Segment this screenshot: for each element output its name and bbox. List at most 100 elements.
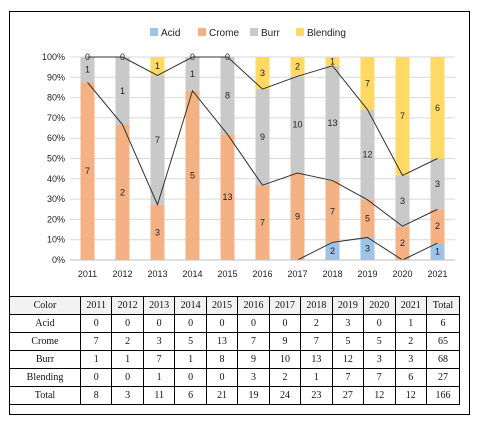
bar-burr-2020: [395, 175, 410, 227]
data-label-crome-2015: 13: [222, 192, 232, 202]
bar-crome-2016: [255, 185, 270, 260]
table-header-cell: 2018: [300, 296, 333, 315]
table-cell: 7: [331, 368, 365, 387]
data-label-acid-2019: 3: [365, 244, 370, 254]
x-tick-label: 2014: [182, 269, 202, 279]
table-row: Crome 7 2 3 5 13 7 9 7 5 5 2 65: [9, 332, 460, 351]
table-cell: 12: [331, 350, 365, 369]
bar-crome-2012: [115, 124, 130, 261]
table-cell: 0: [79, 314, 113, 333]
table-cell: 21: [205, 386, 239, 405]
x-tick-label: 2013: [147, 269, 167, 279]
table-cell: 6: [426, 314, 460, 333]
x-tick-label: 2020: [392, 269, 412, 279]
table-header-cell: 2011: [79, 296, 113, 315]
table-cell: 0: [174, 368, 207, 387]
bar-blending-2019: [360, 57, 375, 110]
table-cell: 19: [237, 386, 270, 405]
bar-crome-2021: [430, 209, 445, 244]
data-label-crome-2019: 5: [365, 214, 370, 224]
table-header-cell: 2021: [394, 296, 428, 315]
data-label-burr-2014: 1: [190, 69, 195, 79]
table-cell: 3: [142, 332, 176, 351]
y-tick-label: 60%: [47, 133, 65, 143]
bar-burr-2013: [150, 75, 165, 205]
bar-crome-2017: [290, 173, 305, 260]
y-tick-label: 100%: [42, 52, 65, 62]
x-tick-label: 2019: [357, 269, 377, 279]
table-row: Burr 1 1 7 1 8 9 10 13 12 3 3 68: [9, 350, 460, 369]
bar-burr-2019: [360, 109, 375, 200]
bar-blending-2018: [325, 57, 340, 66]
table-cell: 2: [268, 368, 302, 387]
table-cell: 12: [363, 386, 396, 405]
table-header-cell: Total: [426, 296, 460, 315]
bar-blending-2021: [430, 57, 445, 159]
table-cell: 166: [426, 386, 460, 405]
data-label-burr-2015: 8: [225, 91, 230, 101]
y-tick-label: 90%: [47, 72, 65, 82]
table-cell: 27: [426, 368, 460, 387]
table-header-cell: Color: [9, 296, 81, 315]
data-label-burr-2016: 9: [260, 132, 265, 142]
legend-label-crome: Crome: [209, 28, 239, 39]
table-header-row: Color 2011 2012 2013 2014 2015 2016 2017 2018 201…: [9, 296, 460, 315]
table-cell: 3: [394, 350, 428, 369]
table-cell: 6: [174, 386, 207, 405]
bar-blending-2020: [395, 57, 410, 176]
bar-crome-2020: [395, 226, 410, 260]
table-cell: 0: [363, 314, 396, 333]
data-label-blending-2016: 3: [260, 68, 265, 78]
table-header-cell: 2016: [237, 296, 270, 315]
bar-burr-2018: [325, 65, 340, 181]
table-cell: 7: [237, 332, 270, 351]
data-label-burr-2012: 1: [120, 86, 125, 96]
data-label-burr-2021: 3: [435, 179, 440, 189]
bar-blending-2016: [255, 57, 270, 90]
y-tick-label: 0%: [52, 255, 65, 265]
table-row: Acid 0 0 0 0 0 0 0 2 3 0 1 6: [9, 314, 460, 333]
table-cell: 2: [111, 332, 144, 351]
data-label-blending-2013: 1: [155, 61, 160, 71]
x-tick-label: 2021: [427, 269, 447, 279]
data-label-crome-2014: 5: [190, 170, 195, 180]
bar-crome-2014: [185, 90, 200, 260]
table-cell: 65: [426, 332, 460, 351]
table-cell: 13: [300, 350, 333, 369]
x-tick-label: 2017: [287, 269, 307, 279]
legend-swatch-crome: [198, 28, 206, 36]
table-cell: 9: [237, 350, 270, 369]
data-label-blending-2021: 6: [435, 103, 440, 113]
table-body: Acid 0 0 0 0 0 0 0 2 3 0 1 6 Crome 7 2 3 5 13 7 9 7 5 5 2 65 Burr 1…: [9, 314, 460, 405]
data-label-crome-2016: 7: [260, 218, 265, 228]
table-cell: 27: [331, 386, 365, 405]
table-cell: 8: [205, 350, 239, 369]
data-label-crome-2018: 7: [330, 206, 335, 216]
table-cell: 5: [331, 332, 365, 351]
data-label-blending-2020: 7: [400, 111, 405, 121]
table-cell: 5: [363, 332, 396, 351]
bar-crome-2013: [150, 204, 165, 260]
bar-burr-2021: [430, 158, 445, 210]
table-cell: 3: [111, 386, 144, 405]
table-cell: 24: [268, 386, 302, 405]
legend-label-acid: Acid: [161, 28, 180, 39]
table-header-cell: 2015: [205, 296, 239, 315]
table-cell: 0: [205, 314, 239, 333]
connector-line-burr: [87, 56, 438, 177]
y-tick-label: 70%: [47, 113, 65, 123]
data-label-crome-2013: 3: [155, 227, 160, 237]
table-cell: 3: [237, 368, 270, 387]
y-tick-label: 10%: [47, 235, 65, 245]
table-cell: 0: [174, 314, 207, 333]
table-cell: 0: [205, 368, 239, 387]
table-cell: 12: [394, 386, 428, 405]
bar-burr-2016: [255, 89, 270, 186]
table-cell: 3: [363, 350, 396, 369]
table-cell: 0: [237, 314, 270, 333]
table-cell: 9: [268, 332, 302, 351]
x-tick-label: 2016: [252, 269, 272, 279]
table-cell: 8: [79, 386, 113, 405]
bar-crome-2015: [220, 134, 235, 260]
legend-swatch-burr: [250, 28, 258, 36]
